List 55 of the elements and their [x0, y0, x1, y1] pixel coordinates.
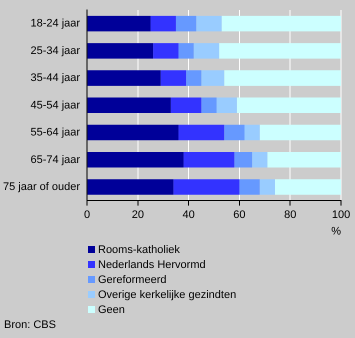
x-tick-label: 20 — [132, 209, 144, 222]
legend-label: Rooms-katholiek — [98, 244, 180, 256]
y-tick-label: 25-34 jaar — [30, 44, 80, 57]
x-tick-label: 100 — [332, 209, 350, 222]
y-tick-label: 55-64 jaar — [30, 126, 80, 139]
bar — [224, 124, 244, 140]
bar — [88, 124, 178, 140]
bar — [224, 70, 341, 86]
bar — [252, 152, 268, 168]
bar — [234, 152, 252, 168]
bar — [239, 179, 260, 195]
bar — [184, 152, 234, 168]
x-tick-label: 80 — [284, 209, 296, 222]
x-tick-label: 40 — [182, 209, 195, 222]
bar — [88, 16, 151, 32]
bar — [194, 43, 220, 59]
bar — [170, 98, 202, 114]
x-tick-label: 0 — [84, 209, 90, 222]
bar — [267, 152, 341, 168]
bar — [186, 70, 202, 86]
y-tick-label: 65-74 jaar — [30, 154, 80, 166]
legend-label: Gereformeerd — [98, 274, 166, 286]
x-tick-label: 60 — [233, 209, 246, 222]
bar — [153, 43, 178, 59]
bar — [244, 124, 260, 140]
bar — [178, 43, 194, 59]
bar — [196, 16, 222, 32]
x-axis-title: % — [331, 225, 342, 238]
bar — [222, 16, 341, 32]
bar — [150, 16, 176, 32]
y-tick-label: 18-24 jaar — [30, 18, 80, 30]
text: Bron: CBS — [4, 319, 56, 331]
bar — [88, 152, 184, 168]
bar — [178, 124, 224, 140]
bar — [160, 70, 186, 86]
bar — [216, 98, 237, 114]
bar — [236, 98, 341, 114]
bar — [88, 98, 171, 114]
y-tick-label: 35-44 jaar — [30, 72, 80, 84]
bar — [176, 16, 196, 32]
bar — [88, 179, 174, 195]
bar — [260, 124, 341, 140]
bar — [260, 179, 275, 195]
legend-label: Overige kerkelijke gezindten — [98, 288, 236, 300]
legend-label: Nederlands Hervormd — [98, 258, 206, 270]
bar — [201, 98, 217, 114]
y-tick-label: 45-54 jaar — [30, 99, 80, 112]
bar — [274, 179, 341, 195]
bar — [201, 70, 224, 86]
bar — [88, 70, 161, 86]
y-tick-label: 75 jaar of ouder — [2, 181, 80, 194]
bar — [88, 43, 154, 59]
bar — [173, 179, 240, 195]
bar — [219, 43, 341, 59]
legend-label: Geen — [98, 304, 125, 316]
